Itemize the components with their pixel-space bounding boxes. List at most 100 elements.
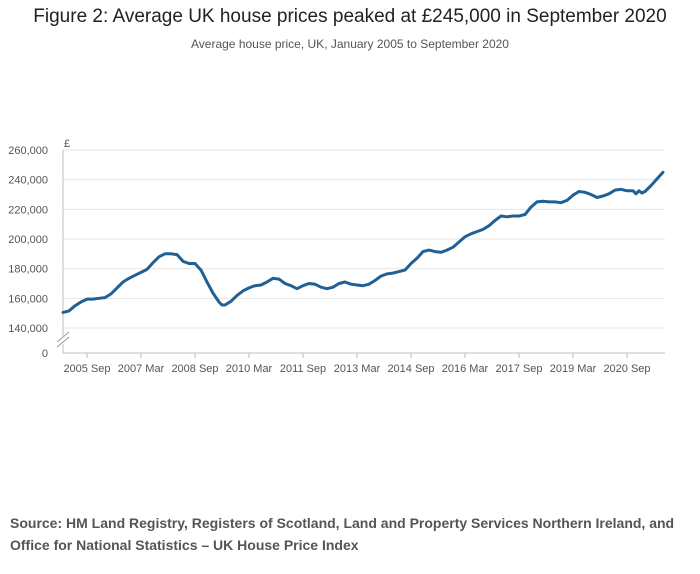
- data-point: [614, 189, 616, 191]
- y-axis-ticks: 0 140,000 160,000 180,000 200,000 220,000 240,…: [8, 145, 48, 360]
- data-point: [212, 292, 214, 294]
- data-point: [278, 278, 280, 280]
- data-point: [74, 305, 76, 307]
- data-point: [236, 294, 238, 296]
- data-point: [392, 272, 394, 274]
- x-axis-ticks: 2005 Sep 2007 Mar 2008 Sep 2010 Mar 2011 Sep…: [63, 353, 651, 375]
- data-point: [476, 231, 478, 233]
- data-point: [416, 257, 418, 259]
- data-point: [470, 233, 472, 235]
- y-tick-label: 240,000: [8, 175, 48, 187]
- data-point: [194, 262, 196, 265]
- data-point: [404, 269, 406, 271]
- data-point: [182, 260, 184, 262]
- series-line-house-price: [61, 170, 665, 314]
- data-point: [110, 293, 112, 295]
- data-point: [641, 192, 643, 194]
- data-point: [608, 193, 610, 195]
- x-tick-label: 2019 Mar: [550, 363, 597, 375]
- y-tick-label: 220,000: [8, 204, 48, 216]
- grid-lines: [63, 149, 665, 329]
- data-point: [326, 288, 328, 290]
- data-point: [104, 297, 106, 299]
- data-point: [260, 284, 262, 286]
- data-point: [272, 277, 274, 279]
- x-tick-label: 2011 Sep: [280, 363, 326, 375]
- data-point: [434, 251, 436, 253]
- axes: [56, 150, 665, 354]
- data-point: [644, 190, 646, 193]
- data-point: [536, 201, 538, 203]
- data-point: [500, 215, 502, 217]
- x-tick-label: 2016 Mar: [442, 363, 489, 375]
- data-point: [356, 284, 358, 286]
- data-point: [452, 246, 454, 248]
- data-point: [368, 283, 370, 285]
- data-point: [134, 274, 136, 276]
- data-point: [200, 269, 202, 271]
- data-point: [542, 200, 544, 202]
- data-point: [116, 287, 118, 289]
- data-point: [446, 249, 448, 251]
- data-point: [458, 241, 460, 243]
- data-point: [494, 219, 496, 222]
- y-tick-label: 260,000: [8, 145, 48, 157]
- x-tick-label: 2008 Sep: [171, 363, 218, 375]
- data-point: [380, 275, 382, 277]
- data-point: [92, 298, 94, 300]
- y-tick-label: 180,000: [8, 264, 48, 276]
- data-point: [98, 297, 100, 299]
- data-point: [230, 300, 232, 302]
- y-tick-label: 160,000: [8, 293, 48, 305]
- data-point: [596, 196, 598, 199]
- data-point: [296, 288, 298, 290]
- data-point: [578, 190, 580, 193]
- data-point: [590, 193, 592, 196]
- data-point: [242, 290, 244, 292]
- x-tick-label: 2010 Mar: [226, 363, 273, 375]
- data-point: [584, 191, 586, 193]
- data-point: [410, 262, 412, 265]
- data-point: [332, 286, 334, 288]
- data-point: [428, 249, 430, 251]
- data-point: [632, 190, 634, 192]
- data-point: [188, 262, 190, 265]
- y-tick-label: 0: [42, 348, 48, 360]
- data-point: [314, 283, 316, 285]
- data-point: [386, 273, 388, 275]
- data-point: [284, 282, 286, 285]
- y-tick-label: 200,000: [8, 234, 48, 246]
- data-point: [620, 188, 622, 190]
- chart-subtitle: Average house price, UK, January 2005 to…: [191, 37, 509, 51]
- data-point: [554, 201, 556, 203]
- data-point: [524, 213, 526, 216]
- data-point: [398, 271, 400, 273]
- data-point: [128, 277, 130, 279]
- chart-title: Figure 2: Average UK house prices peaked…: [33, 6, 667, 27]
- data-point: [572, 194, 574, 196]
- y-tick-label: 140,000: [8, 323, 48, 335]
- data-point: [254, 285, 256, 287]
- data-point: [488, 225, 490, 227]
- line-chart: 0 140,000 160,000 180,000 200,000 220,000 240,…: [8, 138, 665, 375]
- data-point: [344, 281, 346, 283]
- data-point: [206, 281, 208, 283]
- series-layer: [61, 170, 665, 314]
- data-point: [62, 311, 64, 313]
- x-tick-label: 2005 Sep: [63, 363, 110, 375]
- data-point: [218, 301, 220, 303]
- data-point: [221, 304, 223, 306]
- data-point: [320, 286, 322, 288]
- data-point: [464, 236, 466, 238]
- x-tick-label: 2017 Sep: [495, 363, 542, 375]
- data-point: [146, 268, 148, 270]
- data-point: [482, 228, 484, 230]
- data-point: [518, 215, 520, 217]
- data-point: [440, 251, 442, 253]
- data-point: [350, 283, 352, 285]
- data-point: [164, 253, 166, 255]
- data-point: [650, 185, 652, 187]
- x-tick-label: 2020 Sep: [603, 363, 650, 375]
- data-point: [80, 301, 82, 303]
- data-point: [140, 271, 142, 273]
